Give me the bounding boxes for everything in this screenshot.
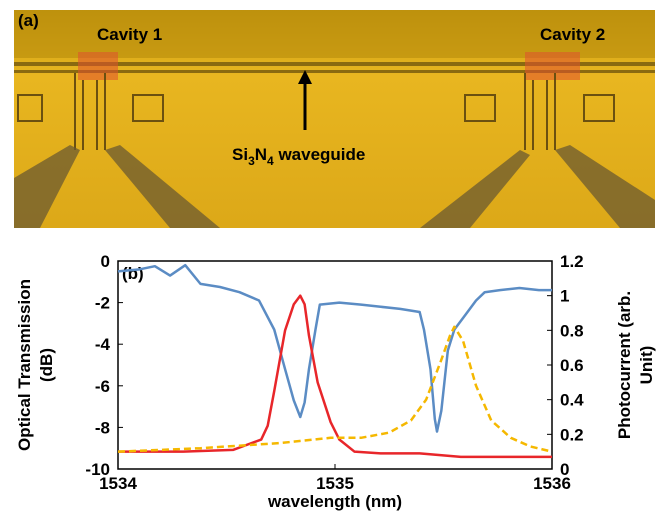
- series-line: [118, 265, 552, 431]
- y-axis-label: Optical Transmission: [15, 279, 34, 451]
- x-axis-label: wavelength (nm): [267, 492, 402, 511]
- figure: (a) Cavity 1 Cavity 2 Si3N4 waveguide 0-…: [0, 0, 668, 524]
- y2-tick-label: 0.2: [560, 425, 584, 444]
- annotation: Cavity 2: [540, 25, 605, 44]
- annotation-part: waveguide: [274, 145, 366, 164]
- x-tick-label: 1534: [99, 474, 137, 493]
- panel-label: (a): [18, 11, 39, 30]
- y2-axis-label: Unit): [637, 346, 656, 385]
- y2-tick-label: 1: [560, 287, 569, 306]
- annotation-part: N: [255, 145, 267, 164]
- annotation: Cavity 1: [97, 25, 162, 44]
- series-line: [118, 296, 552, 457]
- y-axis-label: (dB): [37, 348, 56, 382]
- y-tick-label: 0: [101, 252, 110, 271]
- y-tick-label: -8: [95, 418, 110, 437]
- x-tick-label: 1535: [316, 474, 354, 493]
- y2-tick-label: 0.6: [560, 356, 584, 375]
- y2-tick-label: 1.2: [560, 252, 584, 271]
- y2-axis-label: Photocurrent (arb.: [615, 291, 634, 439]
- annotation-part: Si: [232, 145, 248, 164]
- y-tick-label: -6: [95, 377, 110, 396]
- y2-tick-label: 0.4: [560, 391, 584, 410]
- panel-label: (b): [122, 264, 144, 283]
- y2-tick-label: 0.8: [560, 321, 584, 340]
- y-tick-label: -2: [95, 294, 110, 313]
- y-tick-label: -4: [95, 335, 111, 354]
- x-tick-label: 1536: [533, 474, 571, 493]
